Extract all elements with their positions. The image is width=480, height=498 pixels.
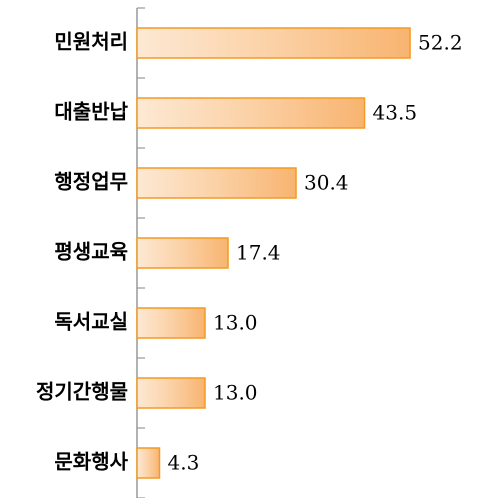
bar <box>136 447 161 479</box>
bar <box>136 237 229 269</box>
value-label: 13.0 <box>213 311 258 335</box>
value-label: 17.4 <box>236 241 281 265</box>
category-label: 문화행사 <box>54 450 128 474</box>
value-label: 52.2 <box>418 31 463 55</box>
value-label: 4.3 <box>167 451 199 475</box>
category-label: 정기간행물 <box>36 380 128 404</box>
category-label: 독서교실 <box>54 310 128 334</box>
category-label: 민원처리 <box>54 30 128 54</box>
bar <box>136 97 366 129</box>
value-label: 13.0 <box>213 381 258 405</box>
bar <box>136 27 411 59</box>
category-label: 행정업무 <box>54 170 128 194</box>
value-label: 43.5 <box>373 101 418 125</box>
bar <box>136 167 297 199</box>
bar <box>136 307 206 339</box>
bar <box>136 377 206 409</box>
value-label: 30.4 <box>304 171 349 195</box>
category-label: 평생교육 <box>54 240 128 264</box>
category-label: 대출반납 <box>54 100 128 124</box>
